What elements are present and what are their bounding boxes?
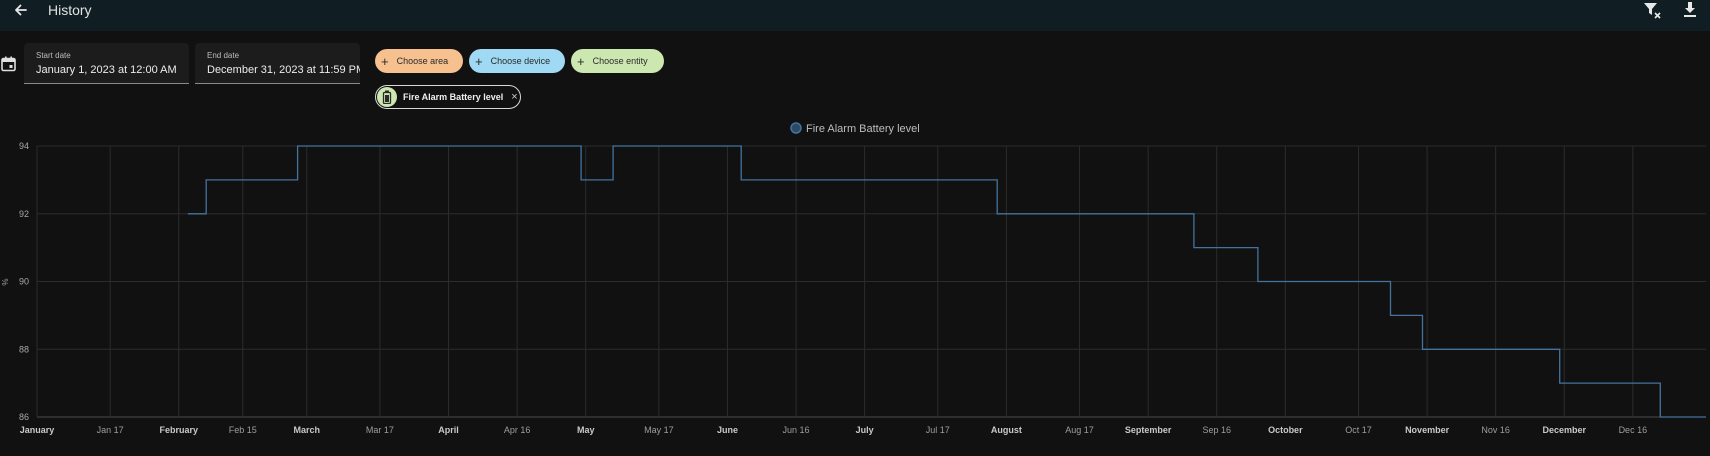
arrow-left-icon (15, 4, 27, 16)
x-tick-label: Feb 15 (229, 425, 257, 435)
x-tick-label: January (20, 425, 55, 435)
plus-icon: + (577, 53, 585, 69)
x-tick-label: Aug 17 (1065, 425, 1094, 435)
x-tick-label: Nov 16 (1481, 425, 1510, 435)
legend-label: Fire Alarm Battery level (806, 123, 920, 135)
y-tick-label: 86 (19, 412, 29, 422)
x-tick-label: Jul 17 (926, 425, 950, 435)
x-tick-label: October (1268, 425, 1303, 435)
x-tick-label: June (717, 425, 738, 435)
page-title: History (48, 2, 92, 18)
end-date-label: End date (207, 51, 240, 60)
battery-icon (382, 90, 392, 104)
remove-entity-button[interactable]: × (511, 91, 518, 103)
x-tick-label: May 17 (644, 425, 674, 435)
x-tick-label: November (1405, 425, 1450, 435)
y-tick-label: 94 (19, 141, 29, 151)
entity-avatar (377, 87, 397, 107)
x-tick-label: Jan 17 (97, 425, 124, 435)
x-tick-label: September (1125, 425, 1172, 435)
x-tick-label: March (294, 425, 321, 435)
choose-device-chip[interactable]: + Choose device (469, 49, 565, 73)
choose-area-label: Choose area (396, 56, 449, 66)
plus-icon: + (475, 53, 483, 69)
start-date-label: Start date (36, 51, 71, 60)
x-tick-label: April (438, 425, 459, 435)
x-tick-label: February (159, 425, 198, 435)
y-tick-label: 88 (19, 344, 29, 354)
x-tick-label: Jun 16 (783, 425, 810, 435)
selected-entity-label: Fire Alarm Battery level (403, 92, 504, 102)
x-tick-label: December (1542, 425, 1586, 435)
end-date-field[interactable]: End date December 31, 2023 at 11:59 PM (195, 43, 360, 84)
y-axis-label: % (1, 278, 10, 285)
legend-marker (790, 122, 802, 134)
calendar-icon (1, 56, 16, 72)
date-range-picker-button[interactable] (0, 55, 18, 73)
x-tick-label: Oct 17 (1345, 425, 1372, 435)
start-date-field[interactable]: Start date January 1, 2023 at 12:00 AM (24, 43, 189, 84)
choose-entity-label: Choose entity (592, 56, 648, 66)
choose-area-chip[interactable]: + Choose area (375, 49, 463, 73)
y-tick-label: 90 (19, 277, 29, 287)
download-icon (1684, 2, 1696, 17)
start-date-value: January 1, 2023 at 12:00 AM (36, 64, 177, 76)
y-tick-label: 92 (19, 209, 29, 219)
clear-filter-button[interactable] (1641, 0, 1663, 22)
series-line (187, 145, 1706, 418)
choose-device-label: Choose device (490, 56, 551, 66)
back-button[interactable] (6, 0, 34, 22)
x-tick-label: July (856, 425, 874, 435)
choose-entity-chip[interactable]: + Choose entity (571, 49, 664, 73)
x-tick-label: Sep 16 (1202, 425, 1231, 435)
selected-entity-chip[interactable]: Fire Alarm Battery level × (375, 85, 521, 109)
filter-remove-icon (1644, 3, 1661, 19)
plus-icon: + (381, 53, 389, 69)
x-tick-label: Mar 17 (366, 425, 394, 435)
top-app-bar: History (0, 0, 1710, 31)
x-tick-label: Dec 16 (1619, 425, 1648, 435)
end-date-value: December 31, 2023 at 11:59 PM (207, 64, 360, 76)
x-tick-label: Apr 16 (504, 425, 531, 435)
x-tick-label: August (991, 425, 1022, 435)
download-button[interactable] (1679, 0, 1701, 22)
x-tick-label: May (577, 425, 595, 435)
